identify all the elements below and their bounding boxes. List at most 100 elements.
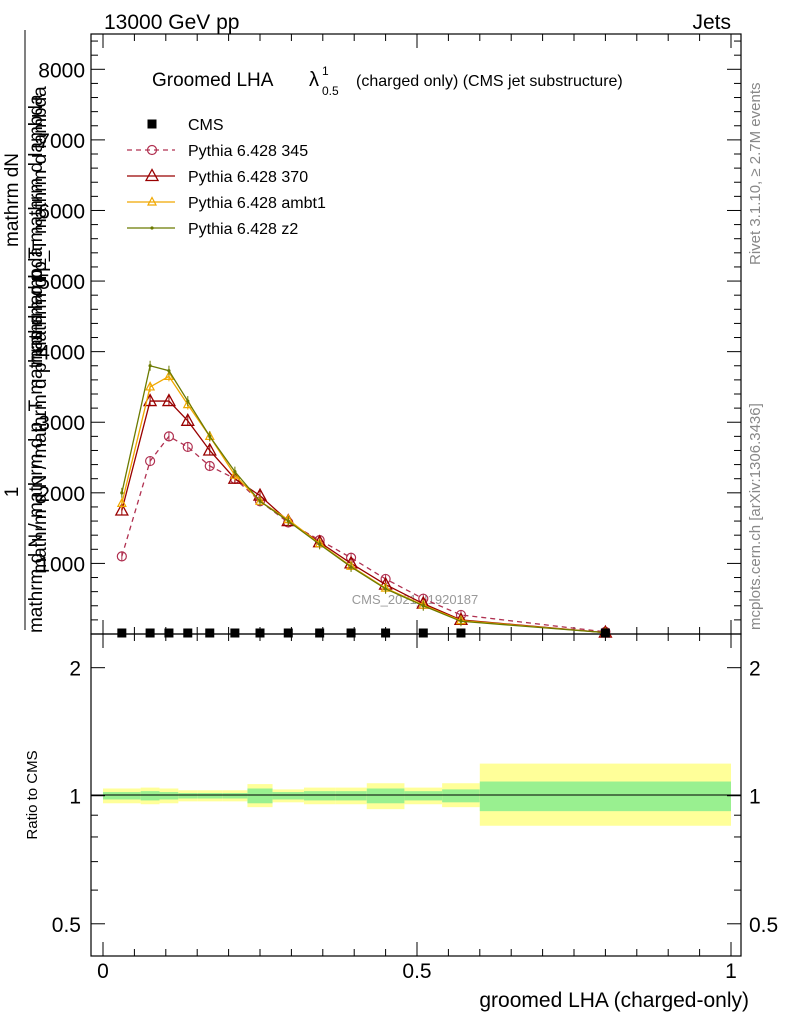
plot-title: Groomed LHA λ 1 0.5 (charged only) (CMS … bbox=[152, 64, 623, 98]
data-point bbox=[186, 399, 190, 403]
ratio-y-tick-label: 1 bbox=[69, 786, 81, 809]
ratio-band-inner bbox=[335, 791, 367, 801]
legend-label: Pythia 6.428 345 bbox=[188, 143, 308, 160]
data-point bbox=[283, 628, 293, 638]
data-point bbox=[147, 119, 157, 129]
legend-label: Pythia 6.428 370 bbox=[188, 169, 308, 186]
ratio-y-tick-label: 0.5 bbox=[52, 914, 81, 937]
data-point bbox=[180, 412, 195, 426]
data-point bbox=[120, 491, 124, 495]
data-point bbox=[315, 628, 325, 638]
data-point bbox=[318, 542, 322, 546]
main-x-ticks bbox=[102, 34, 732, 634]
data-point bbox=[114, 502, 129, 516]
data-point bbox=[116, 551, 127, 562]
ratio-x-ticks: 0 0.5 1 bbox=[97, 634, 737, 983]
data-point bbox=[164, 628, 174, 638]
ratio-band-inner bbox=[404, 791, 443, 801]
data-point bbox=[163, 431, 175, 442]
data-point bbox=[145, 381, 156, 391]
data-point bbox=[202, 442, 217, 456]
data-point bbox=[116, 497, 127, 508]
ylabel-denominator: mathrm d N / mathrm d p_T mathrm d lambd… bbox=[26, 247, 47, 634]
y-tick-label: 7000 bbox=[38, 130, 85, 153]
ylabel-numerator: mathrm dN bbox=[2, 153, 23, 247]
header-left: 13000 GeV pp bbox=[104, 11, 239, 34]
ratio-y-tick-label-right: 0.5 bbox=[749, 914, 778, 937]
data-point bbox=[144, 168, 160, 182]
data-point bbox=[208, 434, 212, 438]
legend-label: Pythia 6.428 z2 bbox=[188, 221, 298, 238]
legend-label: Pythia 6.428 ambt1 bbox=[188, 195, 326, 212]
ratio-band-inner bbox=[272, 792, 304, 800]
ratio-band-inner bbox=[222, 792, 248, 799]
data-point bbox=[183, 628, 193, 638]
data-point bbox=[167, 369, 171, 373]
data-point bbox=[381, 628, 391, 638]
data-point bbox=[346, 628, 356, 638]
y-tick-label: 6000 bbox=[38, 200, 85, 223]
main-y-label: 1 mathrm dN mathrm d p_T mathrm d lambda… bbox=[2, 30, 51, 633]
ylabel-prefix: 1 bbox=[2, 487, 23, 498]
data-point bbox=[418, 628, 428, 638]
ratio-band-inner bbox=[103, 792, 141, 800]
title-sup: 1 bbox=[322, 64, 329, 78]
ratio-band-inner bbox=[178, 792, 198, 799]
ratio-band-inner bbox=[247, 788, 273, 804]
series-line bbox=[121, 435, 606, 633]
ylabel-denominator-top: mathrm d p_T mathrm d lambda bbox=[26, 94, 47, 365]
title-main: Groomed LHA bbox=[152, 70, 274, 91]
legend-entry: CMS bbox=[147, 117, 224, 134]
ratio-band-inner bbox=[159, 792, 179, 800]
data-point bbox=[230, 628, 240, 638]
mcplots-label: mcplots.cern.ch [arXiv:1306.3436] bbox=[747, 403, 764, 630]
series-cms bbox=[117, 628, 610, 638]
data-point bbox=[182, 441, 193, 453]
ratio-y-ticks: 0.5 0.5 1 1 2 2 bbox=[52, 658, 778, 937]
main-series bbox=[114, 360, 613, 638]
legend-entry: Pythia 6.428 345 bbox=[127, 143, 308, 160]
ratio-band-inner bbox=[197, 792, 223, 799]
data-point bbox=[286, 519, 290, 523]
x-tick-label: 0.5 bbox=[402, 960, 431, 983]
rivet-label: Rivet 3.1.10, ≥ 2.7M events bbox=[747, 83, 764, 266]
data-point bbox=[421, 604, 425, 608]
data-point bbox=[258, 499, 262, 503]
data-point bbox=[349, 565, 353, 569]
ratio-y-tick-label-right: 1 bbox=[749, 786, 761, 809]
ratio-y-label: Ratio to CMS bbox=[24, 750, 41, 839]
y-tick-label: 5000 bbox=[38, 271, 85, 294]
y-tick-label: 4000 bbox=[38, 342, 85, 365]
legend: CMS Pythia 6.428 345 Pythia 6.428 370 Pythi… bbox=[127, 117, 326, 238]
data-point bbox=[384, 587, 388, 591]
legend-entry: Pythia 6.428 z2 bbox=[127, 221, 298, 238]
y-tick-label: 1000 bbox=[38, 553, 85, 576]
main-y-ticks: 1000 2000 3000 4000 5000 6000 7000 8000 bbox=[38, 40, 741, 621]
legend-entry: Pythia 6.428 370 bbox=[127, 168, 308, 186]
ratio-plot: 0.5 0.51 12 2 0 0.5 1 Ratio to CMS groomed LH… bbox=[24, 633, 778, 1012]
ratio-y-tick-label-right: 2 bbox=[749, 658, 761, 681]
data-point bbox=[456, 628, 466, 638]
data-point bbox=[146, 144, 158, 156]
ylabel-overlap: mathrm d N / mathrm d p mathrm d p_T mat… bbox=[30, 86, 51, 574]
x-tick-label: 0 bbox=[97, 960, 109, 983]
ratio-band-inner bbox=[442, 789, 480, 803]
data-point bbox=[205, 628, 215, 638]
header-right: Jets bbox=[692, 11, 731, 34]
ratio-band-inner bbox=[366, 788, 405, 804]
series-line bbox=[121, 364, 606, 634]
legend-entry: Pythia 6.428 ambt1 bbox=[127, 195, 326, 212]
data-point bbox=[255, 628, 265, 638]
x-tick-label: 1 bbox=[725, 960, 737, 983]
data-point bbox=[147, 196, 157, 206]
data-point bbox=[145, 455, 156, 467]
data-point bbox=[148, 364, 152, 368]
data-point bbox=[204, 460, 215, 472]
title-sub: 0.5 bbox=[322, 84, 339, 98]
series-line bbox=[121, 400, 606, 634]
data-point bbox=[117, 628, 127, 638]
title-symbol: λ bbox=[309, 69, 319, 91]
data-point bbox=[145, 628, 155, 638]
